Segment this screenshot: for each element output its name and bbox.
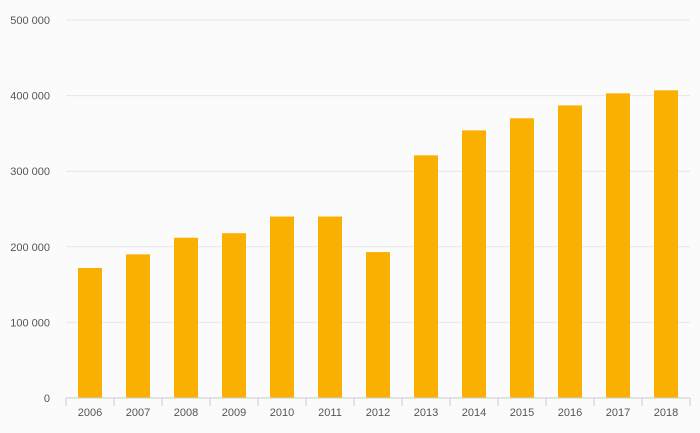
x-tick-label: 2007 [126,407,150,419]
bar-2015 [510,118,534,398]
x-tick-label: 2015 [510,407,534,419]
bar-2011 [318,216,342,398]
bar-2012 [366,252,390,398]
bar-2017 [606,93,630,398]
x-axis [65,397,691,406]
bar-2010 [270,216,294,398]
x-tick-label: 2014 [462,407,486,419]
y-tick-label: 100 000 [10,317,50,329]
bar-2009 [222,233,246,398]
bar-2008 [174,237,198,398]
bar-2013 [414,155,438,398]
x-tick-label: 2012 [366,407,390,419]
x-tick-label: 2013 [414,407,438,419]
bar-2006 [78,267,102,398]
bar-2014 [462,130,486,398]
x-tick-label: 2008 [174,407,198,419]
x-tick-label: 2006 [78,407,102,419]
y-tick-label: 0 [44,393,50,405]
y-tick-label: 300 000 [10,166,50,178]
bar-2007 [126,254,150,398]
x-tick-label: 2011 [318,407,342,419]
bar-2018 [654,90,678,399]
bars [78,90,678,399]
y-tick-label: 200 000 [10,242,50,254]
y-tick-label: 500 000 [10,15,50,27]
x-tick-label: 2009 [222,407,246,419]
x-tick-label: 2010 [270,407,294,419]
y-tick-label: 400 000 [10,91,50,103]
x-axis-tick-labels: 2006 2007 2008 2009 2010 2011 2012 2013 2014 2015… [78,407,678,419]
bar-2016 [558,105,582,398]
x-tick-label: 2018 [654,407,678,419]
grid-lines [66,19,690,323]
y-axis-tick-labels: 0 100 000 200 000 300 000 400 000 500 000 [10,15,50,405]
x-tick-label: 2016 [558,407,582,419]
x-tick-label: 2017 [606,407,630,419]
